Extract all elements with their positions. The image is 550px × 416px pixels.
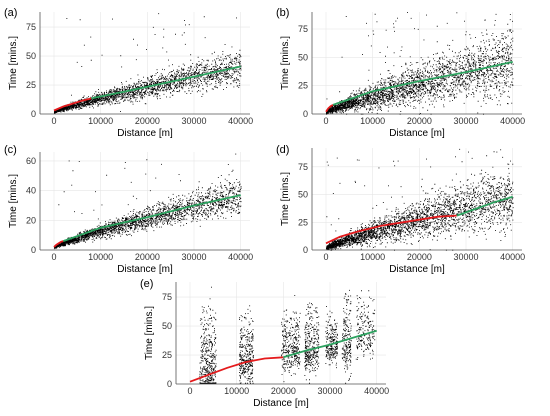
y-tick-label: 75: [298, 24, 308, 34]
panel-label: (c): [4, 144, 17, 156]
panel-label: (e): [140, 278, 153, 290]
scatter-points: [54, 13, 242, 114]
x-axis-title: Distance [m]: [389, 128, 445, 139]
y-tick-label: 0: [167, 379, 172, 389]
y-axis-title: Time [mins.]: [144, 306, 155, 360]
x-tick-label: 30000: [453, 252, 478, 262]
panel-e: (e) 0 10000 20000 30000 40000 0 25 50 75 Distance …: [140, 278, 389, 409]
x-tick-label: 0: [187, 386, 192, 396]
x-axis-title: Distance [m]: [117, 128, 173, 139]
x-tick-label: 10000: [360, 116, 385, 126]
x-tick-label: 30000: [181, 116, 206, 126]
x-tick-label: 0: [323, 116, 328, 126]
x-tick-label: 20000: [135, 252, 160, 262]
x-axis-title: Distance [m]: [117, 264, 173, 275]
x-tick-label: 40000: [228, 116, 253, 126]
x-tick-label: 30000: [317, 386, 342, 396]
scatter-points: [326, 148, 514, 251]
y-tick-label: 75: [298, 162, 308, 172]
x-tick-label: 0: [323, 252, 328, 262]
y-tick-label: 25: [298, 217, 308, 227]
panel-label: (d): [276, 144, 289, 156]
y-tick-label: 50: [162, 321, 172, 331]
green-fit-line: [456, 195, 513, 217]
x-tick-label: 10000: [88, 116, 113, 126]
red-fit-line: [325, 214, 457, 245]
panel-label: (a): [4, 7, 17, 19]
green-fit-line: [283, 329, 377, 359]
y-tick-label: 50: [298, 52, 308, 62]
x-tick-label: 10000: [88, 252, 113, 262]
scatter-points: [199, 286, 376, 384]
x-tick-label: 40000: [364, 386, 389, 396]
red-fit-line: [189, 356, 284, 383]
y-tick-label: 0: [31, 245, 36, 255]
panel-b: (b) 0 10000 20000 30000 40000 0 25 50 75 Distance …: [276, 7, 525, 139]
y-tick-label: 0: [303, 109, 308, 119]
red-fit-line: [325, 104, 334, 113]
y-tick-label: 20: [26, 215, 36, 225]
red-fit-line: [53, 97, 92, 112]
y-tick-label: 40: [26, 186, 36, 196]
y-tick-label: 0: [31, 109, 36, 119]
green-fit-line: [91, 65, 241, 100]
x-tick-label: 30000: [181, 252, 206, 262]
red-fit-line: [53, 240, 64, 248]
x-tick-label: 10000: [360, 252, 385, 262]
scatter-points: [326, 12, 514, 115]
x-tick-label: 40000: [500, 252, 525, 262]
y-axis-title: Time [mins.]: [280, 172, 291, 226]
x-tick-label: 20000: [271, 386, 296, 396]
y-tick-label: 50: [26, 51, 36, 61]
x-tick-label: 20000: [135, 116, 160, 126]
y-tick-label: 0: [303, 245, 308, 255]
green-fit-line: [62, 194, 241, 242]
y-axis-title: Time [mins.]: [8, 36, 19, 90]
x-axis-title: Distance [m]: [253, 398, 309, 409]
panel-label: (b): [276, 7, 289, 19]
x-tick-label: 20000: [407, 116, 432, 126]
panel-c: (c) 0 10000 20000 30000 40000 0 20 40 60 Distance …: [4, 144, 253, 275]
x-tick-label: 0: [51, 116, 56, 126]
panel-d: (d) 0 10000 20000 30000 40000 0 25 50 75 Distance …: [276, 144, 525, 275]
y-tick-label: 60: [26, 156, 36, 166]
panel-a: (a) 0 10000 20000 30000 40000 0 25 50 75 Distance …: [4, 7, 253, 139]
x-axis-title: Distance [m]: [389, 264, 445, 275]
y-tick-label: 75: [26, 22, 36, 32]
y-tick-label: 25: [26, 80, 36, 90]
y-tick-label: 25: [162, 350, 172, 360]
green-fit-line: [332, 61, 513, 106]
x-tick-label: 0: [51, 252, 56, 262]
y-tick-label: 75: [162, 292, 172, 302]
x-tick-label: 20000: [407, 252, 432, 262]
y-tick-label: 25: [298, 81, 308, 91]
y-axis-title: Time [mins.]: [8, 174, 19, 228]
scatter-points: [54, 153, 242, 250]
x-tick-label: 40000: [228, 252, 253, 262]
y-tick-label: 50: [298, 190, 308, 200]
x-tick-label: 40000: [500, 116, 525, 126]
x-tick-label: 10000: [224, 386, 249, 396]
x-tick-label: 30000: [453, 116, 478, 126]
y-axis-title: Time [mins.]: [280, 36, 291, 90]
